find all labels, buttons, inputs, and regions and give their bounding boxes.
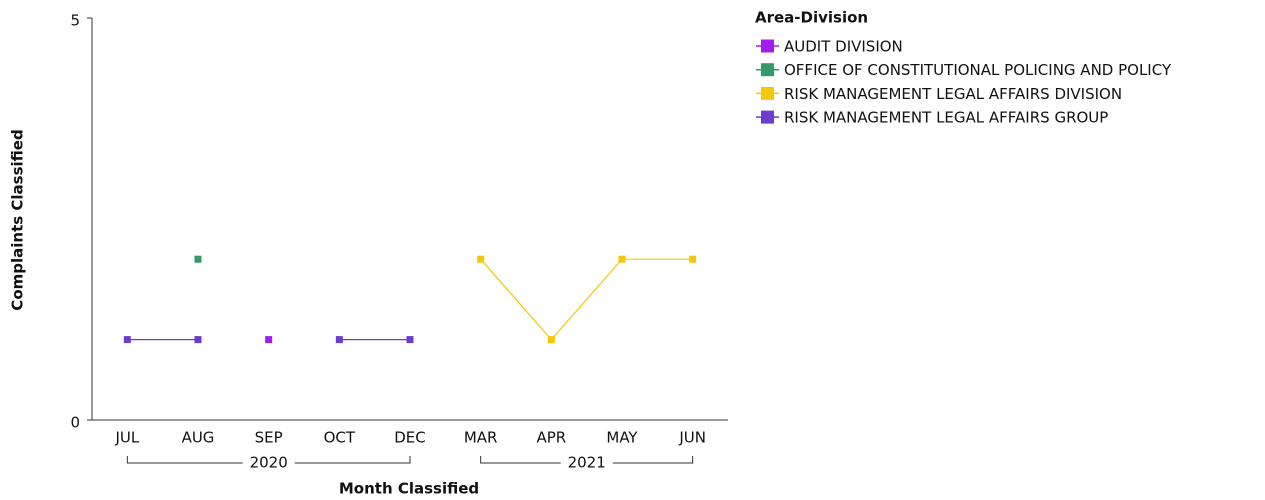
point-marker xyxy=(477,255,485,263)
legend-label: AUDIT DIVISION xyxy=(784,38,903,56)
y-tick-label: 5 xyxy=(70,12,80,30)
x-tick-label: AUG xyxy=(182,429,215,447)
point-marker xyxy=(547,336,555,344)
group-label: 2021 xyxy=(568,454,606,472)
x-tick-label: MAR xyxy=(464,429,498,447)
legend-marker xyxy=(761,86,774,100)
x-tick-label: SEP xyxy=(255,429,283,447)
legend-label: RISK MANAGEMENT LEGAL AFFAIRS GROUP xyxy=(784,109,1108,127)
x-tick-label: APR xyxy=(536,429,566,447)
x-tick-label: JUL xyxy=(114,429,139,447)
x-axis-label: Month Classified xyxy=(339,480,479,498)
point-marker xyxy=(123,336,131,344)
x-tick-label: OCT xyxy=(324,429,356,447)
point-marker xyxy=(194,336,202,344)
legend-title: Area-Division xyxy=(755,9,868,27)
group-bracket xyxy=(126,456,411,464)
point-marker xyxy=(265,336,273,344)
group-bracket xyxy=(480,456,694,464)
x-tick-label: MAY xyxy=(606,429,638,447)
point-marker xyxy=(194,255,202,263)
y-tick-label: 0 xyxy=(70,414,80,432)
legend-marker xyxy=(761,39,774,53)
point-marker xyxy=(618,255,626,263)
legend-marker xyxy=(761,110,774,124)
point-marker xyxy=(689,255,697,263)
legend-label: OFFICE OF CONSTITUTIONAL POLICING AND PO… xyxy=(784,61,1172,79)
point-marker xyxy=(335,336,343,344)
legend-marker xyxy=(761,63,774,77)
x-tick-label: DEC xyxy=(394,429,426,447)
y-axis-label: Complaints Classified xyxy=(9,129,27,310)
legend-label: RISK MANAGEMENT LEGAL AFFAIRS DIVISION xyxy=(784,85,1122,103)
group-label: 2020 xyxy=(250,454,288,472)
point-marker xyxy=(406,336,414,344)
x-tick-label: JUN xyxy=(678,429,706,447)
series-line xyxy=(480,258,693,341)
